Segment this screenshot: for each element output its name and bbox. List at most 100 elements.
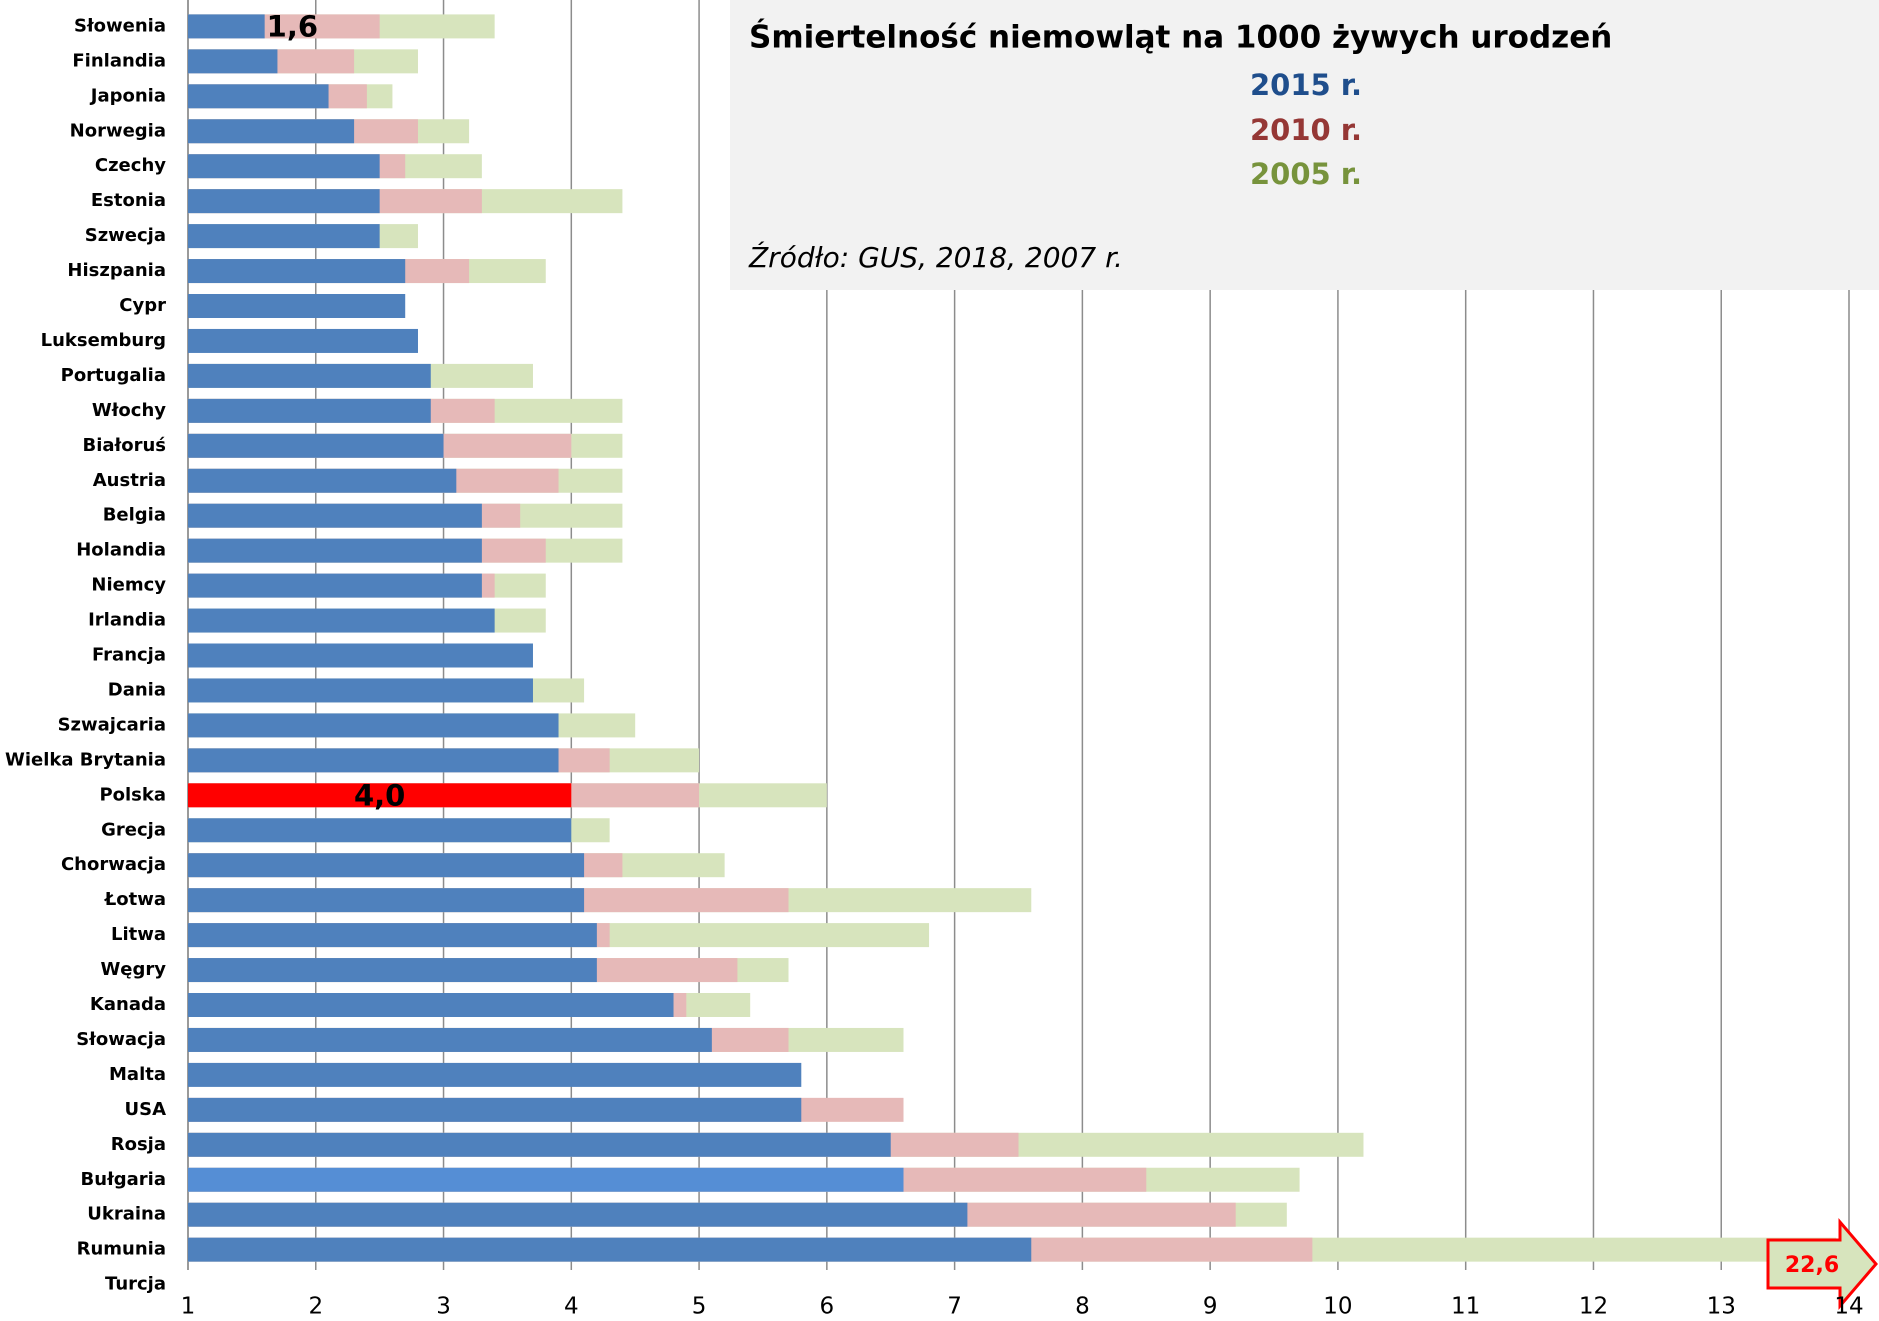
y-tick-label: Ukraina [87,1204,166,1225]
bar [188,84,329,109]
bar [188,1237,1032,1262]
bar [188,993,674,1017]
x-tick-label: 8 [1075,1294,1090,1320]
x-tick-label: 10 [1323,1294,1352,1320]
labels: 1 2 3 4 5 6 7 8 9 10 11 12 13 14SłoweniaFinlandiaJapo… [5,9,1864,1319]
bar [188,1273,1427,1297]
y-tick-label: Węgry [100,959,166,980]
bar [188,433,444,458]
y-tick-label: Finlandia [72,50,166,71]
bar [188,958,597,983]
y-tick-label: Czechy [95,155,166,176]
bar [188,189,380,214]
bar [188,398,431,423]
bar [188,49,278,74]
bar [188,888,585,913]
bar [188,1273,1798,1297]
y-tick-label: Białoruś [83,435,167,456]
bar [188,1097,802,1122]
bar [188,119,355,144]
y-tick-label: Luksemburg [41,330,166,351]
y-tick-label: Belgia [103,505,166,526]
bar [188,1202,968,1227]
y-tick-label: Polska [99,784,166,805]
bar [188,1167,904,1192]
x-tick-label: 13 [1707,1294,1736,1320]
x-tick-label: 2 [308,1294,323,1320]
y-tick-label: Turcja [105,1274,166,1295]
y-tick-label: Francja [92,645,166,666]
y-tick-label: Litwa [111,924,166,945]
overflow-arrow [1766,1217,1878,1311]
bar [188,818,572,843]
y-tick-label: Szwajcaria [58,714,166,735]
bar [188,573,482,598]
value-label: 22,6 [1785,1253,1839,1278]
legend-entry: 2010 r. [1250,113,1362,147]
y-tick-label: Rosja [111,1134,166,1155]
y-tick-label: Włochy [92,400,166,421]
bar [188,1132,891,1157]
x-tick-label: 14 [1834,1294,1863,1320]
x-tick-label: 5 [692,1294,707,1320]
chart-title: Śmiertelność niemowląt na 1000 żywych ur… [749,19,1612,56]
bar [188,294,406,318]
x-tick-label: 9 [1203,1294,1218,1320]
bar [188,503,482,528]
bar [188,1062,802,1087]
bar [188,224,380,249]
bar [188,853,585,878]
title-box [730,0,1879,290]
y-tick-label: Słowenia [74,15,166,36]
bar [188,643,533,668]
y-tick-label: Niemcy [91,575,166,596]
y-tick-label: Rumunia [77,1239,166,1260]
y-tick-label: Cypr [119,295,166,316]
y-tick-label: Wielka Brytania [5,749,166,770]
bars [188,14,1837,1297]
bar [188,14,265,39]
bar [188,678,533,703]
bar [188,713,559,738]
y-tick-label: USA [124,1099,166,1120]
bar [188,1027,712,1052]
x-tick-label: 11 [1451,1294,1480,1320]
bar [188,748,559,773]
x-tick-label: 1 [181,1294,196,1320]
bar [188,259,406,284]
x-tick-label: 6 [820,1294,835,1320]
bar [188,363,431,388]
y-tick-label: Szwecja [85,225,166,246]
legend: 2005 r. 2010 r. 2015 r. [1250,68,1362,191]
value-label: 4,0 [354,778,405,812]
y-tick-label: Grecja [101,819,166,840]
y-tick-label: Japonia [89,85,166,106]
bar [188,328,418,353]
bar [188,538,482,563]
value-label: 1,6 [267,9,318,43]
y-tick-label: Austria [93,470,166,491]
bar [188,923,597,948]
y-tick-label: Łotwa [104,889,166,910]
y-tick-label: Kanada [90,994,166,1015]
x-tick-label: 4 [564,1294,579,1320]
bar [188,154,380,179]
y-tick-label: Słowacja [76,1029,166,1050]
x-tick-label: 12 [1579,1294,1608,1320]
y-tick-label: Malta [109,1064,166,1085]
bar [188,783,572,808]
bar [188,608,495,633]
y-tick-label: Hiszpania [67,260,166,281]
y-tick-label: Chorwacja [61,854,166,875]
y-tick-label: Norwegia [70,120,166,141]
bar [188,468,457,493]
x-tick-label: 7 [947,1294,962,1320]
y-tick-label: Portugalia [61,365,166,386]
source: Źródło: GUS, 2018, 2007 r. [748,240,1123,274]
y-tick-label: Estonia [91,190,166,211]
y-tick-label: Dania [108,679,166,700]
legend-entry: 2015 r. [1250,68,1362,102]
y-tick-label: Bułgaria [81,1169,166,1190]
x-tick-label: 3 [436,1294,451,1320]
